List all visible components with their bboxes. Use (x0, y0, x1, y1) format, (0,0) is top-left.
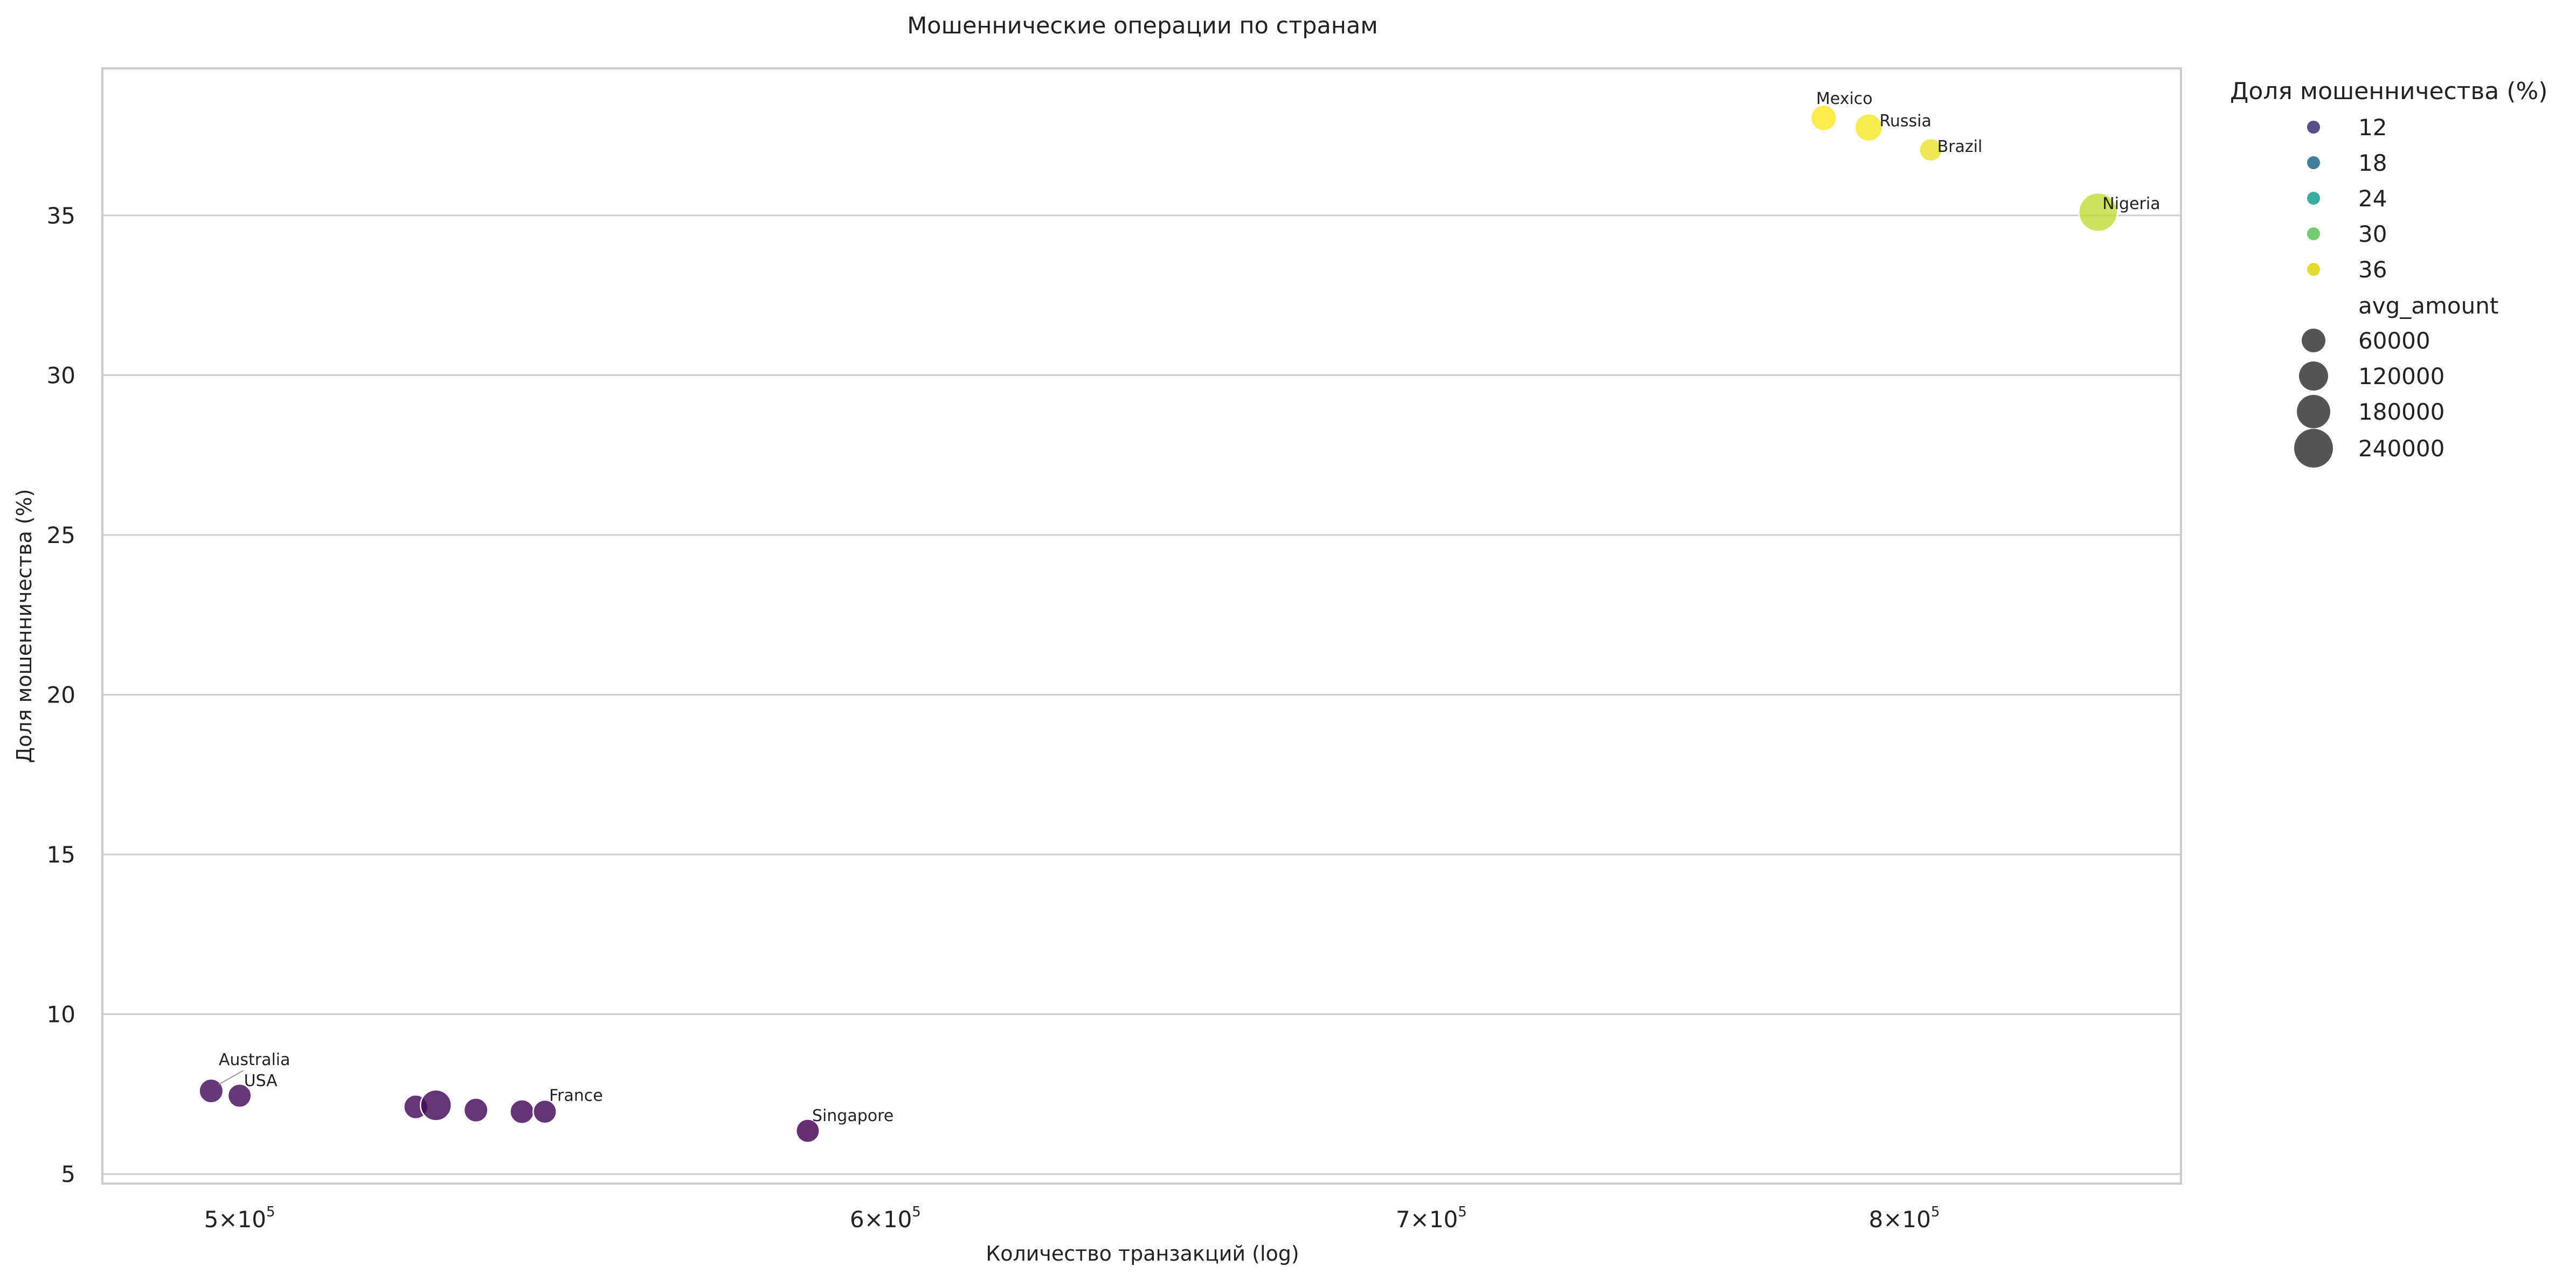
plot-frame (101, 67, 2182, 1185)
data-point-france (532, 1099, 557, 1124)
x-axis-ticks: 5×105 6×105 7×105 8×105 (204, 1204, 1940, 1233)
data-point (509, 1099, 535, 1125)
data-point-usa (227, 1083, 252, 1108)
y-tick-label: 30 (47, 362, 75, 388)
legend-hue-title: Доля мошенничества (%) (2230, 78, 2547, 105)
legend-hue-marker (2307, 263, 2320, 276)
point-label-russia: Russia (1880, 112, 1932, 131)
data-point-singapore (795, 1118, 820, 1144)
data-point (419, 1089, 452, 1122)
legend-size-marker (2294, 429, 2333, 468)
y-axis-label: Доля мошенничества (%) (12, 489, 36, 763)
data-points (198, 104, 2118, 1144)
legend-hue-label: 18 (2358, 150, 2387, 176)
point-label-nigeria: Nigeria (2102, 194, 2160, 213)
legend-hue-marker (2307, 192, 2320, 205)
y-tick-label: 10 (47, 1001, 75, 1028)
legend-size-marker (2297, 395, 2330, 428)
x-axis-label: Количество транзакций (log) (986, 1242, 1299, 1265)
y-tick-label: 5 (61, 1161, 75, 1187)
legend-size-marker (2299, 361, 2328, 391)
point-label-usa: USA (244, 1072, 278, 1090)
chart-title: Мошеннические операции по странам (907, 12, 1378, 39)
legend-hue-label: 30 (2358, 221, 2387, 247)
y-tick-label: 20 (47, 682, 75, 708)
data-point (463, 1097, 489, 1123)
x-tick-label: 5×105 (204, 1204, 275, 1233)
y-tick-label: 35 (47, 203, 75, 229)
point-label-singapore: Singapore (812, 1107, 894, 1125)
legend-size-label: 240000 (2358, 435, 2445, 462)
legend-size-label: 120000 (2358, 363, 2445, 389)
legend-hue-marker (2307, 227, 2320, 240)
legend-hue-marker (2307, 156, 2320, 169)
point-label-mexico: Mexico (1816, 89, 1873, 108)
legend-hue-marker (2307, 121, 2320, 134)
x-tick-label: 8×105 (1869, 1204, 1940, 1233)
legend-size-label: 180000 (2358, 399, 2445, 425)
legend-size-marker (2302, 329, 2325, 352)
x-tick-label: 6×105 (850, 1204, 921, 1233)
data-point-nigeria (2078, 192, 2118, 233)
point-label-australia: Australia (219, 1051, 290, 1069)
legend-hue-label: 24 (2358, 185, 2387, 212)
y-axis-ticks: 5 10 15 20 25 30 35 (47, 203, 75, 1187)
legend-size-label: 60000 (2358, 328, 2430, 354)
data-point-brazil (1919, 137, 1943, 162)
legend-hue-label: 36 (2358, 256, 2387, 283)
legend-hue-label: 12 (2358, 114, 2387, 141)
annotation-leader-line (218, 1070, 244, 1085)
point-label-brazil: Brazil (1937, 137, 1983, 156)
data-point-australia (198, 1078, 224, 1104)
y-tick-label: 25 (47, 522, 75, 548)
point-annotations: Australia USA France Singapore Mexico Russia B… (218, 89, 2160, 1125)
point-label-france: France (549, 1087, 603, 1105)
grid-lines (102, 214, 2181, 1175)
y-tick-label: 15 (47, 841, 75, 868)
legend-size-title: avg_amount (2358, 293, 2498, 319)
x-tick-label: 7×105 (1396, 1204, 1467, 1233)
data-point-mexico (1810, 104, 1838, 131)
data-point-russia (1854, 113, 1883, 142)
legend: Доля мошенничества (%) 12 18 24 30 36 avg_amou… (2230, 78, 2547, 468)
